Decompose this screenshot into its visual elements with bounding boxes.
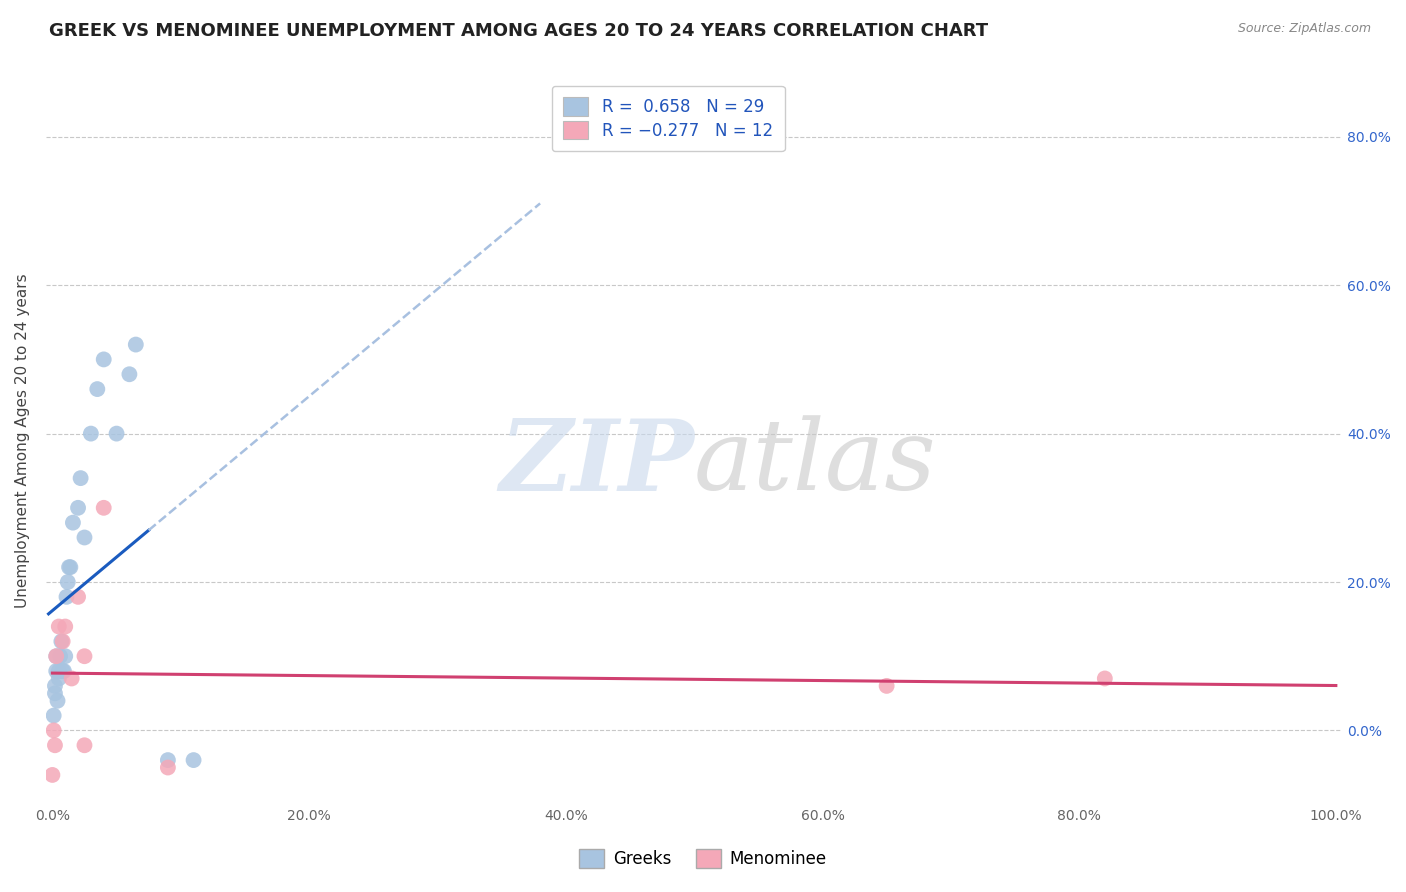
Point	[876, 679, 898, 693]
Point	[67, 590, 90, 604]
Point	[46, 694, 69, 708]
Point	[45, 649, 67, 664]
Point	[51, 634, 73, 648]
Point	[69, 471, 91, 485]
Point	[49, 649, 72, 664]
Point	[44, 679, 66, 693]
Point	[93, 352, 115, 367]
Point	[73, 531, 96, 545]
Point	[59, 560, 82, 574]
Point	[45, 664, 67, 678]
Point	[48, 664, 70, 678]
Point	[62, 516, 84, 530]
Point	[183, 753, 205, 767]
Point	[156, 753, 179, 767]
Point	[1094, 672, 1116, 686]
Point	[52, 664, 75, 678]
Point	[67, 500, 90, 515]
Point	[73, 738, 96, 752]
Legend: Greeks, Menominee: Greeks, Menominee	[572, 843, 834, 875]
Point	[56, 574, 79, 589]
Text: ZIP: ZIP	[499, 415, 695, 511]
Point	[93, 500, 115, 515]
Point	[86, 382, 108, 396]
Point	[105, 426, 128, 441]
Text: GREEK VS MENOMINEE UNEMPLOYMENT AMONG AGES 20 TO 24 YEARS CORRELATION CHART: GREEK VS MENOMINEE UNEMPLOYMENT AMONG AG…	[49, 22, 988, 40]
Point	[44, 738, 66, 752]
Point	[42, 708, 65, 723]
Point	[52, 664, 75, 678]
Point	[125, 337, 148, 351]
Point	[52, 634, 75, 648]
Point	[53, 649, 76, 664]
Point	[41, 768, 63, 782]
Legend: R =  0.658   N = 29, R = −0.277   N = 12: R = 0.658 N = 29, R = −0.277 N = 12	[551, 86, 785, 152]
Point	[48, 672, 70, 686]
Text: Source: ZipAtlas.com: Source: ZipAtlas.com	[1237, 22, 1371, 36]
Point	[73, 649, 96, 664]
Point	[156, 760, 179, 774]
Point	[55, 590, 77, 604]
Point	[118, 368, 141, 382]
Point	[42, 723, 65, 738]
Point	[45, 649, 67, 664]
Point	[53, 619, 76, 633]
Point	[48, 619, 70, 633]
Text: atlas: atlas	[695, 415, 936, 510]
Point	[60, 672, 83, 686]
Y-axis label: Unemployment Among Ages 20 to 24 years: Unemployment Among Ages 20 to 24 years	[15, 274, 30, 608]
Point	[58, 560, 80, 574]
Point	[80, 426, 103, 441]
Point	[44, 686, 66, 700]
